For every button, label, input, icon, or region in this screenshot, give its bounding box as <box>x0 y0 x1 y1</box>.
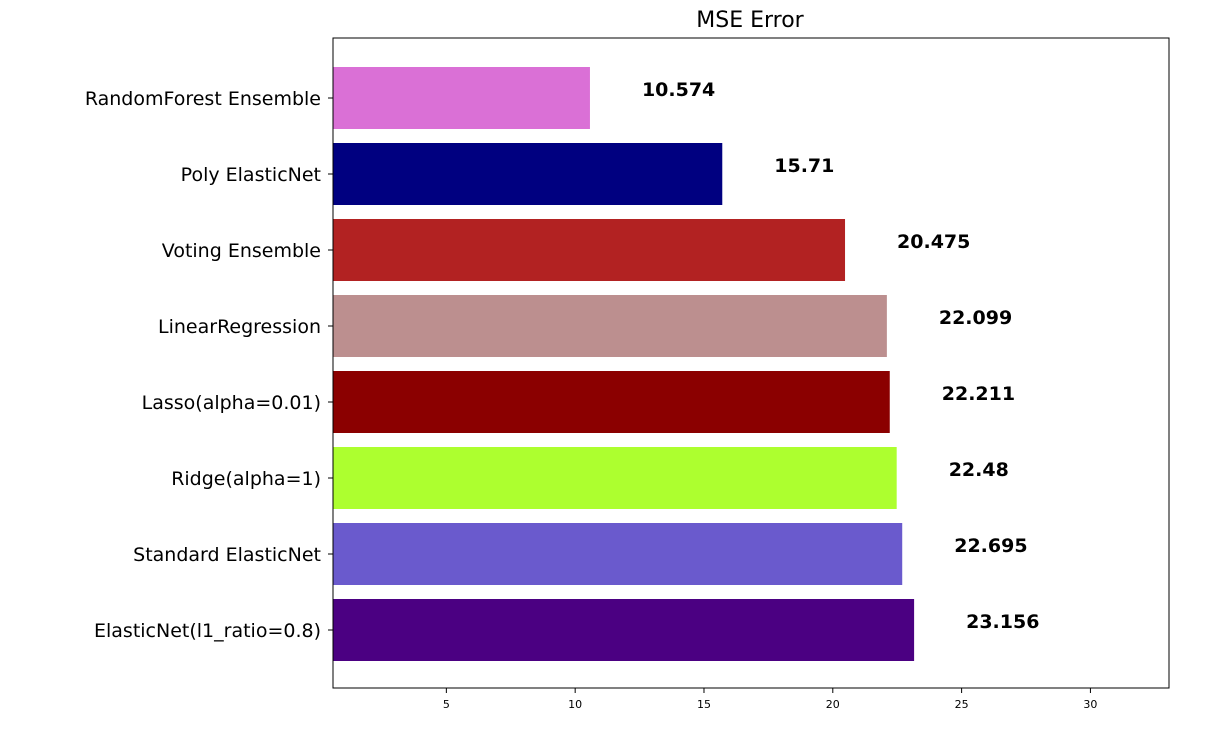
bar-value-label: 22.099 <box>939 307 1012 329</box>
x-tick-label: 5 <box>443 698 450 711</box>
x-tick-label: 10 <box>568 698 582 711</box>
bar-value-label: 15.71 <box>774 155 834 177</box>
bar-value-label: 20.475 <box>897 231 970 253</box>
x-tick-label: 25 <box>955 698 969 711</box>
bar <box>333 143 723 205</box>
category-label: Poly ElasticNet <box>181 164 321 186</box>
category-label: LinearRegression <box>158 316 321 338</box>
x-tick-label: 20 <box>826 698 840 711</box>
bar-value-label: 22.695 <box>954 535 1027 557</box>
category-labels-group: RandomForest Ensemble Poly ElasticNet Voti… <box>85 88 333 642</box>
bar <box>333 599 915 661</box>
category-label: Lasso(alpha=0.01) <box>142 392 321 414</box>
category-label: Voting Ensemble <box>162 240 321 262</box>
bar-value-label: 22.48 <box>949 459 1009 481</box>
bar <box>333 523 903 585</box>
x-axis-ticks: 5 10 15 20 25 30 <box>443 688 1097 711</box>
bar-value-label: 22.211 <box>942 383 1015 405</box>
category-label: Standard ElasticNet <box>133 544 321 566</box>
bars-group <box>333 67 915 661</box>
category-label: RandomForest Ensemble <box>85 88 321 110</box>
x-tick-label: 15 <box>697 698 711 711</box>
category-label: ElasticNet(l1_ratio=0.8) <box>94 620 321 642</box>
bar <box>333 67 590 129</box>
bar <box>333 295 887 357</box>
plot-frame <box>332 37 1170 689</box>
bar <box>333 447 897 509</box>
chart-title: MSE Error <box>696 8 804 33</box>
bar-value-label: 10.574 <box>642 79 715 101</box>
category-label: Ridge(alpha=1) <box>171 468 321 490</box>
bar <box>333 219 846 281</box>
bar <box>333 371 890 433</box>
value-labels-group: 10.574 15.71 20.475 22.099 22.211 22.48 22.695… <box>642 79 1039 633</box>
bar-value-label: 23.156 <box>966 611 1039 633</box>
x-tick-label: 30 <box>1083 698 1097 711</box>
